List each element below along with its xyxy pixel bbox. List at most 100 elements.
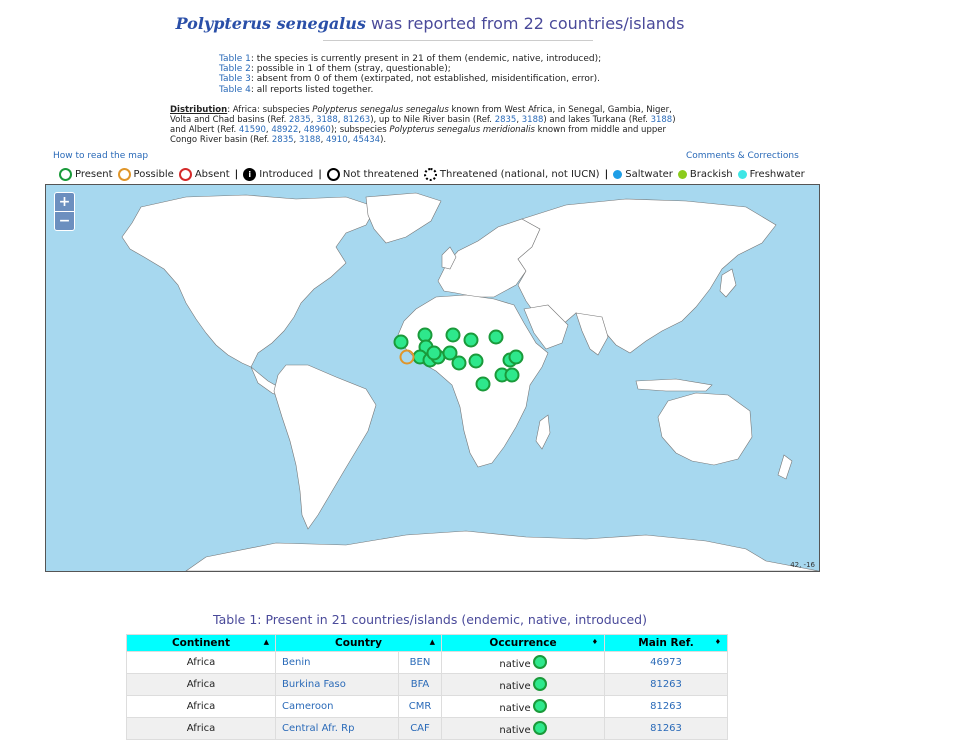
country-link[interactable]: Benin bbox=[282, 657, 311, 668]
present-marker[interactable] bbox=[488, 329, 504, 345]
present-marker[interactable] bbox=[468, 353, 484, 369]
legend-brackish: Brackish bbox=[677, 169, 733, 180]
country-code-link[interactable]: CMR bbox=[408, 701, 432, 712]
ref-link[interactable]: 81263 bbox=[650, 723, 682, 734]
new-zealand bbox=[777, 454, 793, 480]
ref-link[interactable]: 81263 bbox=[650, 701, 682, 712]
zoom-control: + − bbox=[54, 192, 75, 231]
distribution-label: Distribution bbox=[170, 105, 228, 115]
ref-link[interactable]: 48922 bbox=[271, 125, 299, 135]
table2-link[interactable]: Table 2 bbox=[219, 64, 251, 75]
dist-text: known from West Africa, in Senegal, Gamb… bbox=[170, 105, 672, 125]
north-america bbox=[121, 194, 377, 368]
sort-asc-icon: ▲ bbox=[429, 638, 435, 646]
present-marker[interactable] bbox=[463, 332, 479, 348]
dist-text: , bbox=[293, 135, 299, 145]
divider bbox=[323, 40, 593, 41]
saltwater-dot-icon bbox=[613, 170, 623, 179]
occurrence-label: native bbox=[499, 681, 531, 692]
comments-container: Comments & Corrections bbox=[686, 151, 799, 161]
country-link[interactable]: Burkina Faso bbox=[282, 679, 346, 690]
continent-cell: Africa bbox=[126, 695, 276, 718]
present-marker[interactable] bbox=[393, 334, 409, 350]
summary-text: : all reports listed together. bbox=[250, 84, 374, 95]
present-marker[interactable] bbox=[426, 345, 442, 361]
comments-corrections-link[interactable]: Comments & Corrections bbox=[686, 151, 799, 161]
south-america bbox=[273, 364, 377, 530]
ref-link[interactable]: 81263 bbox=[343, 115, 371, 125]
country-code-link[interactable]: BFA bbox=[410, 679, 430, 690]
present-marker[interactable] bbox=[445, 327, 461, 343]
legend-separator: | bbox=[234, 169, 239, 180]
present-circle-icon bbox=[532, 721, 547, 735]
legend-label: Possible bbox=[133, 169, 174, 180]
present-marker[interactable] bbox=[442, 345, 458, 361]
sort-icon: ♦ bbox=[714, 638, 721, 646]
ref-link[interactable]: 81263 bbox=[650, 679, 682, 690]
possible-marker[interactable] bbox=[399, 349, 415, 365]
occurrence-markers bbox=[393, 327, 524, 392]
ref-link[interactable]: 3188 bbox=[316, 115, 338, 125]
how-to-read-map-container: How to read the map bbox=[53, 151, 148, 161]
occurrence-label: native bbox=[499, 659, 531, 670]
col-occurrence[interactable]: Occurrence ♦ bbox=[441, 634, 605, 652]
how-to-read-map-link[interactable]: How to read the map bbox=[53, 151, 149, 161]
ref-link[interactable]: 2835 bbox=[271, 135, 294, 145]
country-link[interactable]: Central Afr. Rp bbox=[282, 723, 355, 734]
country-code-link[interactable]: BEN bbox=[409, 657, 431, 668]
ref-link[interactable]: 2835 bbox=[289, 115, 311, 125]
table-row: Africa Central Afr. Rp CAF native 81263 bbox=[126, 717, 728, 740]
brackish-dot-icon bbox=[677, 170, 687, 179]
table4-link[interactable]: Table 4 bbox=[219, 84, 251, 95]
sort-asc-icon: ▲ bbox=[263, 638, 269, 646]
legend-not-threatened: Not threatened bbox=[326, 168, 419, 181]
summary-text: : absent from 0 of them (extirpated, not… bbox=[250, 74, 600, 85]
ref-link[interactable]: 4910 bbox=[325, 135, 348, 145]
dist-text: , bbox=[347, 135, 354, 145]
ref-link[interactable]: 3188 bbox=[650, 115, 673, 125]
header-label: Country bbox=[335, 637, 382, 649]
not-threatened-circle-icon bbox=[326, 168, 340, 181]
present-circle-icon bbox=[532, 677, 547, 691]
present-circle-icon bbox=[532, 655, 547, 669]
indian-subcontinent bbox=[575, 312, 609, 356]
continent-cell: Africa bbox=[126, 651, 276, 674]
ref-link[interactable]: 48960 bbox=[303, 125, 331, 135]
table-row: Africa Cameroon CMR native 81263 bbox=[126, 695, 728, 718]
table1-title: Table 1: Present in 21 countries/islands… bbox=[213, 612, 647, 627]
present-marker[interactable] bbox=[504, 367, 520, 383]
madagascar bbox=[535, 414, 551, 450]
dist-text: , bbox=[516, 115, 522, 125]
dist-text: , bbox=[320, 135, 326, 145]
dist-text: ) and Albert (Ref. bbox=[170, 115, 676, 135]
present-marker[interactable] bbox=[508, 349, 524, 365]
ref-link[interactable]: 3188 bbox=[521, 115, 544, 125]
country-link[interactable]: Cameroon bbox=[282, 701, 334, 712]
distribution-text: Distribution: Africa: subspecies Polypte… bbox=[170, 105, 690, 145]
summary-list: Table 1: the species is currently presen… bbox=[219, 54, 601, 95]
subspecies-name: Polypterus senegalus meridionalis bbox=[389, 125, 535, 135]
col-country[interactable]: Country ▲ bbox=[275, 634, 442, 652]
table1-link[interactable]: Table 1 bbox=[219, 54, 251, 64]
present-marker[interactable] bbox=[475, 376, 491, 392]
dist-text: ) and lakes Turkana (Ref. bbox=[543, 115, 651, 125]
legend-present: Present bbox=[59, 168, 113, 181]
occurrence-cell: native bbox=[441, 673, 605, 696]
distribution-map[interactable]: + − 42, -16 bbox=[45, 184, 820, 572]
col-continent[interactable]: Continent ▲ bbox=[126, 634, 276, 652]
present-marker[interactable] bbox=[451, 355, 467, 371]
ref-link[interactable]: 3188 bbox=[298, 135, 321, 145]
zoom-out-button[interactable]: − bbox=[55, 211, 74, 230]
legend-label: Threatened (national, not IUCN) bbox=[439, 169, 600, 180]
present-marker[interactable] bbox=[417, 327, 433, 343]
table3-link[interactable]: Table 3 bbox=[219, 74, 251, 85]
ref-link[interactable]: 45434 bbox=[353, 135, 381, 145]
zoom-in-button[interactable]: + bbox=[58, 194, 71, 210]
ref-link[interactable]: 41590 bbox=[238, 125, 266, 135]
country-code-link[interactable]: CAF bbox=[410, 723, 430, 734]
ref-link[interactable]: 46973 bbox=[650, 657, 682, 668]
summary-text: : the species is currently present in 21… bbox=[250, 54, 602, 64]
col-main-ref[interactable]: Main Ref. ♦ bbox=[604, 634, 728, 652]
introduced-icon: i bbox=[243, 168, 257, 181]
ref-link[interactable]: 2835 bbox=[494, 115, 517, 125]
